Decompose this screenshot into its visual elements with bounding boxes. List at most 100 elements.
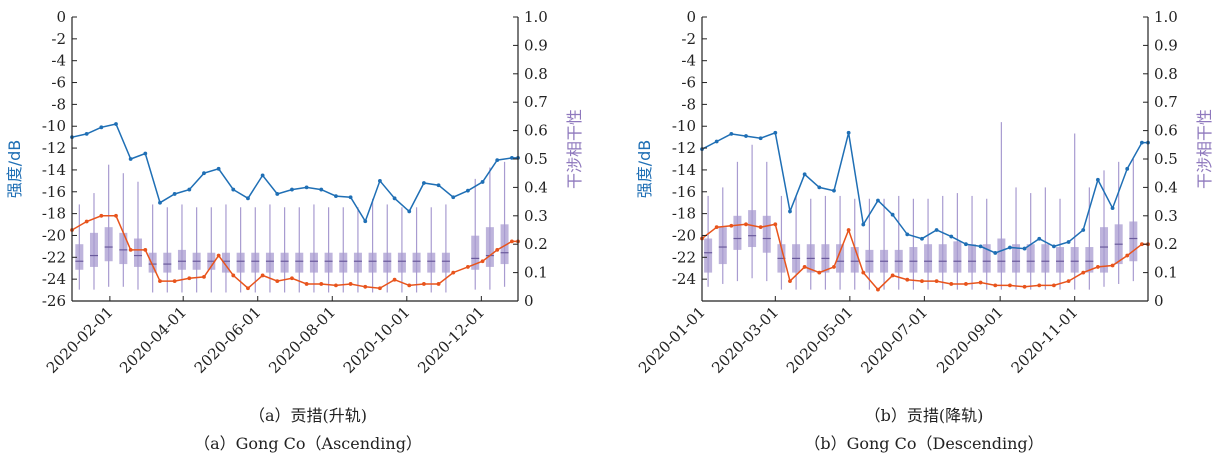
- y-left-tick-label: -12: [42, 139, 66, 157]
- y-left-tick-label: -22: [42, 248, 66, 266]
- coherence-point: [143, 247, 148, 252]
- box-iqr: [251, 252, 260, 273]
- coherence-point: [260, 273, 265, 278]
- x-tick-label: 2020-09-01: [933, 303, 1007, 377]
- coherence-point: [1037, 283, 1042, 288]
- intensity-point: [1037, 236, 1042, 241]
- intensity-point: [1081, 228, 1086, 232]
- coherence-point: [451, 270, 456, 275]
- coherence-point: [846, 228, 851, 232]
- intensity-point: [378, 178, 382, 183]
- intensity-point: [964, 242, 968, 247]
- coherence-point: [187, 276, 192, 281]
- coherence-point: [890, 273, 895, 278]
- intensity-point: [509, 156, 514, 160]
- coherence-point: [1066, 279, 1071, 284]
- coherence-point: [773, 222, 778, 227]
- coherence-point: [861, 270, 866, 275]
- y-right-tick-label: 0.4: [524, 178, 548, 196]
- chart-panel-b: 0 -2 -4 -6 -8 -10 -12 -14 -16 -18 -20 -22 -24 1.0 0.9 0…: [635, 8, 1214, 377]
- coherence-point: [436, 282, 441, 286]
- y-right-tick-label: 0: [524, 292, 534, 310]
- intensity-point: [436, 183, 441, 188]
- x-tick-label: 2020-04-01: [116, 303, 190, 377]
- intensity-point: [290, 187, 294, 192]
- y-right-tick-label: 0.9: [524, 36, 548, 54]
- intensity-point: [949, 234, 954, 239]
- coherence-line: [701, 223, 1148, 291]
- intensity-point: [260, 173, 265, 178]
- coherence-point: [378, 286, 382, 291]
- intensity-point: [729, 131, 734, 136]
- intensity-point: [363, 219, 368, 224]
- coherence-point: [788, 279, 792, 284]
- y-right-tick-label: 1.0: [524, 8, 548, 26]
- box-iqr: [485, 227, 494, 267]
- y-left-tick-label: -26: [42, 292, 66, 310]
- coherence-point: [246, 286, 250, 291]
- box-iqr: [836, 244, 845, 273]
- intensity-point: [817, 185, 822, 190]
- x-tick-label: 2020-03-01: [708, 303, 782, 377]
- y-left-tick-label: -18: [672, 205, 696, 223]
- intensity-line: [71, 123, 518, 224]
- intensity-point: [1052, 244, 1056, 249]
- box-iqr: [104, 227, 113, 262]
- coherence-point: [334, 283, 338, 288]
- y-right-tick-label: 0.2: [524, 235, 548, 253]
- coherence-point: [99, 213, 104, 218]
- coherence-point: [1096, 265, 1100, 269]
- y-axis-right-title: 干涉相干性: [565, 109, 584, 189]
- coherence-point: [480, 259, 485, 264]
- caption-cn-b: （b）贡措(降轨): [864, 406, 984, 425]
- y-right-tick-label: 1.0: [1154, 8, 1178, 26]
- intensity-point: [275, 192, 280, 196]
- intensity-point: [99, 125, 104, 130]
- box-iqr: [324, 252, 333, 273]
- intensity-point: [202, 171, 206, 176]
- intensity-point: [407, 209, 412, 214]
- box-iqr: [909, 247, 918, 273]
- box-iqr: [177, 249, 186, 270]
- coherence-point: [407, 283, 412, 288]
- intensity-point: [788, 209, 792, 214]
- intensity-point: [128, 157, 133, 161]
- box-iqr: [383, 252, 392, 273]
- x-tick-label: 2020-08-01: [265, 303, 339, 377]
- coherence-point: [114, 213, 118, 218]
- coherence-point: [1139, 242, 1144, 247]
- intensity-point: [231, 187, 236, 192]
- coherence-point: [231, 273, 236, 278]
- caption-cn-a: （a）贡措(升轨): [248, 406, 368, 425]
- coherence-point: [949, 282, 954, 286]
- intensity-point: [172, 192, 177, 196]
- intensity-point: [143, 151, 148, 156]
- y-left-tick-label: -8: [51, 95, 66, 113]
- coherence-point: [1110, 263, 1115, 268]
- box-iqr: [236, 252, 245, 273]
- intensity-point: [890, 212, 895, 217]
- intensity-point: [1022, 246, 1027, 251]
- coherence-point: [934, 279, 939, 284]
- intensity-point: [1110, 206, 1115, 211]
- coherence-point: [964, 282, 968, 286]
- y-right-tick-label: 0.3: [1154, 207, 1178, 225]
- y-left-tick-label: -22: [672, 248, 696, 266]
- box-iqr: [309, 252, 318, 273]
- y-left-tick-label: -8: [681, 95, 696, 113]
- y-right-tick-label: 0.2: [1154, 235, 1178, 253]
- box-iqr: [368, 252, 377, 273]
- y-left-tick-label: 0: [686, 8, 696, 26]
- coherence-point: [993, 283, 998, 288]
- intensity-point: [158, 200, 162, 205]
- y-right-tick-label: 0.6: [1154, 122, 1178, 140]
- x-tick-label: 2020-12-01: [414, 303, 488, 377]
- y-left-tick-label: -20: [42, 226, 66, 244]
- coherence-point: [509, 239, 514, 244]
- intensity-point: [187, 187, 192, 192]
- y-axis-left-title: 强度/dB: [5, 140, 24, 199]
- intensity-point: [1008, 245, 1012, 250]
- box-iqr: [762, 215, 771, 253]
- intensity-point: [495, 158, 500, 162]
- y-axis-left-title: 强度/dB: [635, 140, 654, 199]
